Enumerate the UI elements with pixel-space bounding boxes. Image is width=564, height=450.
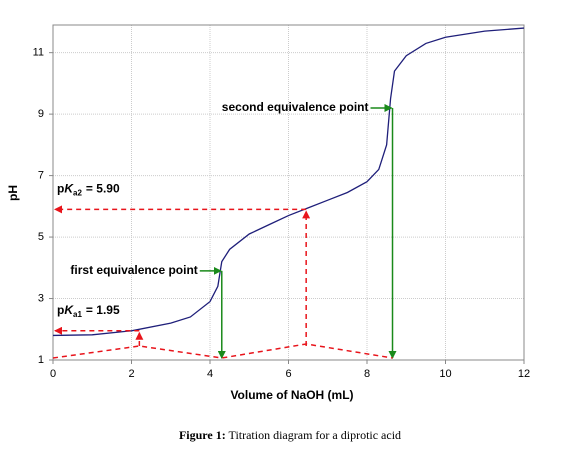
- pka-sub: a1: [73, 310, 82, 319]
- pka-k: K: [64, 182, 74, 196]
- data-line: [52, 27, 525, 337]
- x-tick-label: 0: [50, 368, 56, 380]
- pka-rest: = 1.95: [86, 303, 120, 317]
- pka-k: K: [64, 303, 74, 317]
- pka-label: pKa1 = 1.95: [57, 303, 120, 319]
- x-tick-label: 6: [285, 368, 291, 380]
- pka-label: pKa2 = 5.90: [57, 182, 120, 198]
- y-tick-label: 1: [38, 354, 44, 366]
- y-tick-label: 7: [38, 170, 44, 182]
- y-tick-label: 9: [38, 108, 44, 120]
- pka-p: p: [57, 182, 64, 196]
- pka-sub: a2: [73, 189, 82, 198]
- pka-rest: = 5.90: [86, 182, 120, 196]
- caption: Figure 1: Titration diagram for a diprot…: [179, 428, 401, 442]
- equivalence-label: second equivalence point: [222, 100, 369, 114]
- half-equivalence-guide: [52, 343, 393, 359]
- caption-label: Figure 1:: [179, 428, 226, 442]
- y-tick-label: 11: [33, 47, 44, 59]
- x-tick-label: 4: [207, 368, 213, 380]
- caption-text: Titration diagram for a diprotic acid: [229, 428, 402, 442]
- x-tick-label: 2: [128, 368, 134, 380]
- equivalence-label: first equivalence point: [70, 263, 197, 277]
- x-tick-label: 8: [364, 368, 370, 380]
- x-axis-label: Volume of NaOH (mL): [230, 388, 353, 402]
- y-tick-label: 3: [38, 292, 44, 304]
- y-tick-label: 5: [38, 231, 44, 243]
- x-tick-label: 12: [518, 368, 530, 380]
- y-axis-label: pH: [6, 185, 20, 201]
- x-tick-label: 10: [439, 368, 451, 380]
- pka-p: p: [57, 303, 64, 317]
